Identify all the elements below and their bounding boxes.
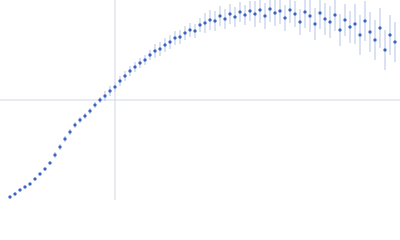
- data-point: [153, 49, 157, 53]
- data-point: [138, 61, 142, 65]
- data-point: [378, 26, 382, 30]
- data-point: [283, 16, 287, 20]
- data-point: [98, 98, 102, 102]
- data-point: [328, 20, 332, 24]
- data-point: [88, 109, 92, 113]
- data-point: [23, 185, 27, 189]
- data-point: [348, 25, 352, 29]
- data-point: [58, 145, 62, 149]
- data-point: [298, 20, 302, 24]
- data-point: [168, 40, 172, 44]
- data-point: [358, 33, 362, 37]
- data-point: [213, 19, 217, 23]
- data-point: [93, 103, 97, 107]
- data-point: [368, 30, 372, 34]
- data-point: [288, 8, 292, 12]
- data-point: [308, 14, 312, 18]
- data-point: [178, 35, 182, 39]
- data-point: [163, 43, 167, 47]
- data-point: [148, 53, 152, 57]
- data-point: [78, 118, 82, 122]
- data-point: [343, 18, 347, 22]
- data-point: [193, 29, 197, 33]
- data-point: [323, 17, 327, 21]
- data-point: [258, 8, 262, 12]
- data-point: [223, 17, 227, 21]
- data-point: [158, 47, 162, 51]
- data-point: [43, 167, 47, 171]
- data-point: [18, 188, 22, 192]
- data-point: [38, 172, 42, 176]
- data-point: [73, 123, 77, 127]
- data-point: [83, 114, 87, 118]
- data-point: [363, 19, 367, 23]
- data-point: [333, 13, 337, 17]
- data-point: [63, 137, 67, 141]
- data-point: [188, 28, 192, 32]
- page: (() => { const data = JSON.parse(documen…: [0, 0, 400, 200]
- data-point: [393, 40, 397, 44]
- data-point: [243, 13, 247, 17]
- data-point: [248, 9, 252, 13]
- data-point: [28, 182, 32, 186]
- chart: [0, 0, 400, 200]
- data-point: [133, 65, 137, 69]
- data-point: [293, 12, 297, 16]
- data-point: [113, 85, 117, 89]
- data-point: [128, 69, 132, 73]
- data-point: [338, 28, 342, 32]
- data-point: [318, 11, 322, 15]
- data-point: [208, 18, 212, 22]
- data-point: [353, 22, 357, 26]
- data-point: [313, 22, 317, 26]
- data-point: [263, 14, 267, 18]
- data-point: [388, 33, 392, 37]
- data-point: [8, 195, 12, 199]
- data-point: [268, 7, 272, 11]
- data-point: [228, 12, 232, 16]
- data-point: [203, 21, 207, 25]
- data-point: [383, 48, 387, 52]
- data-point: [13, 192, 17, 196]
- data-point: [53, 153, 57, 157]
- data-point: [123, 74, 127, 78]
- data-point: [143, 58, 147, 62]
- data-point: [233, 15, 237, 19]
- data-point: [33, 177, 37, 181]
- data-point: [118, 79, 122, 83]
- data-point: [303, 10, 307, 14]
- data-point: [238, 10, 242, 14]
- data-point: [103, 94, 107, 98]
- data-point: [273, 11, 277, 15]
- data-point: [198, 23, 202, 27]
- data-point: [68, 130, 72, 134]
- data-point: [108, 89, 112, 93]
- data-point: [183, 31, 187, 35]
- data-point: [278, 9, 282, 13]
- data-point: [218, 14, 222, 18]
- data-point: [48, 161, 52, 165]
- data-point: [173, 36, 177, 40]
- data-point: [253, 12, 257, 16]
- data-point: [373, 38, 377, 42]
